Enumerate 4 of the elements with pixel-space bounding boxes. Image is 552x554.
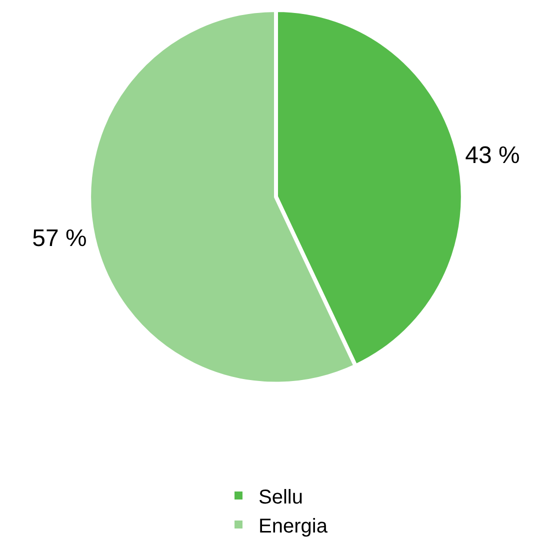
legend-label: Energia (258, 515, 328, 538)
legend-label: Sellu (258, 486, 303, 508)
data-label: 43 % (465, 142, 520, 169)
data-label: 57 % (32, 224, 87, 252)
